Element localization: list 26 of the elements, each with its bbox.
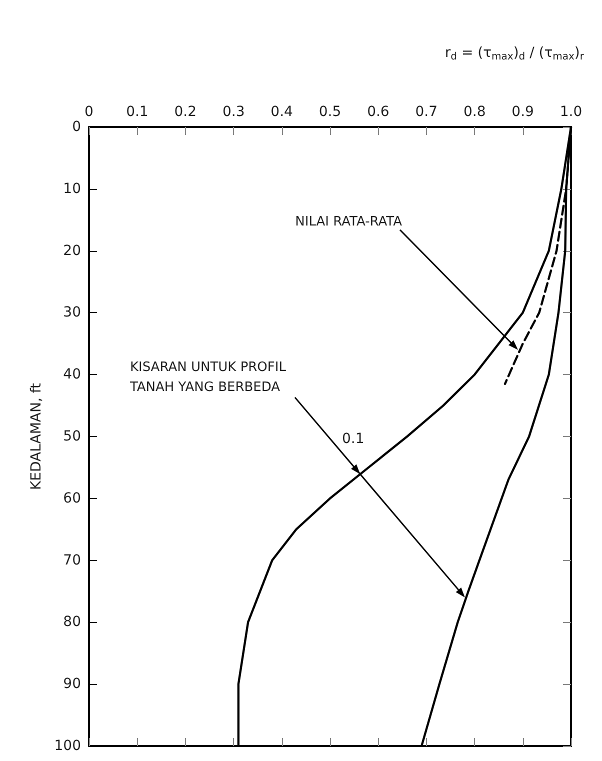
x-tick-label: 0.4 (270, 104, 294, 120)
y-tick-label: 10 (63, 180, 81, 197)
y-tick-label: 90 (63, 676, 81, 692)
y-tick-label: 80 (63, 614, 81, 630)
x-tick-label: 0.7 (415, 104, 438, 120)
y-tick-label: 70 (63, 552, 81, 568)
x-tick-label: 0.8 (463, 104, 486, 120)
y-tick-label: 20 (63, 242, 81, 259)
x-tick-label: 1.0 (560, 104, 582, 120)
x-tick-label: 0 (84, 104, 94, 120)
y-tick-label: 0 (72, 119, 81, 135)
x-tick-label: 0.5 (318, 104, 342, 120)
y-tick-label: 50 (63, 428, 81, 444)
y-tick-label: 30 (63, 304, 81, 321)
annotation: KISARAN UNTUK PROFIL TANAH YANG BERBEDA (128, 360, 287, 395)
x-tick-label: 0.6 (367, 104, 390, 120)
y-axis-title: KEDALAMAN, ft (28, 382, 44, 490)
x-tick-label: 0.3 (222, 104, 245, 120)
y-tick-label: 60 (63, 490, 81, 506)
x-tick-label: 0.1 (126, 104, 148, 120)
x-tick-label: 0.2 (174, 104, 197, 120)
y-tick-label: 40 (63, 366, 81, 383)
annotation: NILAI RATA-RATA (295, 214, 402, 230)
x-tick-label: 0.9 (512, 104, 534, 120)
y-tick-label: 100 (54, 738, 81, 754)
annotation: 0.1 (342, 431, 364, 447)
